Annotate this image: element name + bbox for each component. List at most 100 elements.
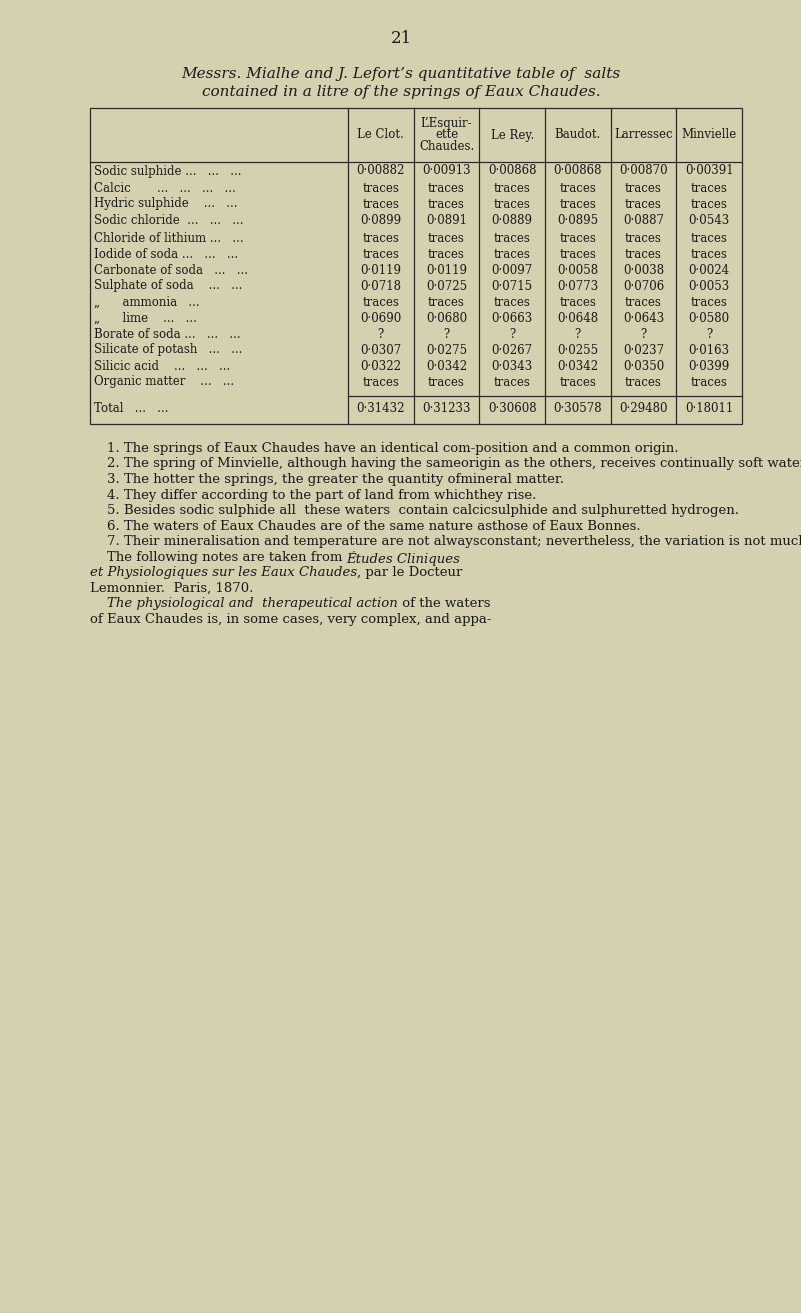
Text: 0·31432: 0·31432 — [356, 402, 405, 415]
Text: traces: traces — [625, 231, 662, 244]
Text: 0·0718: 0·0718 — [360, 280, 401, 293]
Text: Total   ...   ...: Total ... ... — [94, 402, 168, 415]
Text: 0·0307: 0·0307 — [360, 344, 401, 357]
Text: 1. The springs of Eaux Chaudes have an identical com-position and a common origi: 1. The springs of Eaux Chaudes have an i… — [90, 442, 678, 456]
Text: 0·0715: 0·0715 — [492, 280, 533, 293]
Text: traces: traces — [428, 181, 465, 194]
Text: traces: traces — [690, 231, 727, 244]
Text: traces: traces — [493, 376, 530, 389]
Text: 0·00391: 0·00391 — [685, 164, 734, 177]
Text: 0·0058: 0·0058 — [557, 264, 598, 277]
Text: traces: traces — [428, 247, 465, 260]
Text: 0·0275: 0·0275 — [426, 344, 467, 357]
Text: 0·00870: 0·00870 — [619, 164, 668, 177]
Text: 0·0255: 0·0255 — [557, 344, 598, 357]
Text: Sodic sulphide ...   ...   ...: Sodic sulphide ... ... ... — [94, 164, 241, 177]
Text: 3. The hotter the springs, the greater the quantity ofmineral matter.: 3. The hotter the springs, the greater t… — [90, 473, 564, 486]
Text: 0·0680: 0·0680 — [426, 311, 467, 324]
Text: 0·29480: 0·29480 — [619, 402, 668, 415]
Text: 0·0163: 0·0163 — [689, 344, 730, 357]
Text: 0·0119: 0·0119 — [360, 264, 401, 277]
Text: 6. The waters of Eaux Chaudes are of the same nature asthose of Eaux Bonnes.: 6. The waters of Eaux Chaudes are of the… — [90, 520, 641, 533]
Text: 5. Besides sodic sulphide all  these waters  contain calcicsulphide and sulphure: 5. Besides sodic sulphide all these wate… — [90, 504, 739, 517]
Text: 0·0889: 0·0889 — [492, 214, 533, 227]
Text: traces: traces — [559, 181, 596, 194]
Text: The physiological and  therapeutical action: The physiological and therapeutical acti… — [107, 597, 398, 611]
Text: traces: traces — [362, 231, 399, 244]
Text: traces: traces — [625, 197, 662, 210]
Text: traces: traces — [362, 197, 399, 210]
Text: Sodic chloride  ...   ...   ...: Sodic chloride ... ... ... — [94, 214, 244, 227]
Text: traces: traces — [690, 197, 727, 210]
Text: 0·18011: 0·18011 — [685, 402, 733, 415]
Text: traces: traces — [625, 181, 662, 194]
Text: 0·0119: 0·0119 — [426, 264, 467, 277]
Text: Le Rey.: Le Rey. — [490, 129, 533, 142]
Text: 0·00868: 0·00868 — [488, 164, 537, 177]
Text: ?: ? — [378, 327, 384, 340]
Text: 4. They differ according to the part of land from whichthey rise.: 4. They differ according to the part of … — [90, 488, 537, 502]
Text: Sulphate of soda    ...   ...: Sulphate of soda ... ... — [94, 280, 243, 293]
Text: traces: traces — [362, 181, 399, 194]
Text: 0·00868: 0·00868 — [553, 164, 602, 177]
Text: 0·0580: 0·0580 — [689, 311, 730, 324]
Text: 0·0350: 0·0350 — [623, 360, 664, 373]
Text: ?: ? — [706, 327, 712, 340]
Text: 0·0237: 0·0237 — [623, 344, 664, 357]
Text: traces: traces — [690, 247, 727, 260]
Text: 0·0053: 0·0053 — [689, 280, 730, 293]
Text: Larressec: Larressec — [614, 129, 673, 142]
Text: Iodide of soda ...   ...   ...: Iodide of soda ... ... ... — [94, 247, 238, 260]
Text: traces: traces — [625, 247, 662, 260]
Text: traces: traces — [625, 376, 662, 389]
Text: Lemonnier.  Paris, 1870.: Lemonnier. Paris, 1870. — [90, 582, 253, 595]
Text: 0·0343: 0·0343 — [492, 360, 533, 373]
Text: 2. The spring of Minvielle, although having the sameorigin as the others, receiv: 2. The spring of Minvielle, although hav… — [90, 457, 801, 470]
Text: contained in a litre of the springs of Eaux Chaudes.: contained in a litre of the springs of E… — [202, 85, 600, 98]
Text: 0·0773: 0·0773 — [557, 280, 598, 293]
Text: traces: traces — [493, 295, 530, 309]
Text: Le Clot.: Le Clot. — [357, 129, 405, 142]
Text: traces: traces — [428, 231, 465, 244]
Text: of the waters: of the waters — [398, 597, 490, 611]
Text: 7. Their mineralisation and temperature are not alwaysconstant; nevertheless, th: 7. Their mineralisation and temperature … — [90, 534, 801, 548]
Text: traces: traces — [559, 376, 596, 389]
Text: 0·31233: 0·31233 — [422, 402, 471, 415]
Text: traces: traces — [362, 376, 399, 389]
Text: traces: traces — [493, 231, 530, 244]
Text: traces: traces — [625, 295, 662, 309]
Text: The following notes are taken from: The following notes are taken from — [90, 550, 347, 563]
Text: „      ammonia   ...: „ ammonia ... — [94, 295, 199, 309]
Text: Minvielle: Minvielle — [682, 129, 737, 142]
Text: Hydric sulphide    ...   ...: Hydric sulphide ... ... — [94, 197, 238, 210]
Text: traces: traces — [690, 295, 727, 309]
Text: 0·0887: 0·0887 — [623, 214, 664, 227]
Text: traces: traces — [559, 295, 596, 309]
Text: Calcic       ...   ...   ...   ...: Calcic ... ... ... ... — [94, 181, 235, 194]
Text: traces: traces — [690, 181, 727, 194]
Text: traces: traces — [559, 197, 596, 210]
Text: Borate of soda ...   ...   ...: Borate of soda ... ... ... — [94, 327, 240, 340]
Text: traces: traces — [690, 376, 727, 389]
Text: 0·0648: 0·0648 — [557, 311, 598, 324]
Text: 0·30608: 0·30608 — [488, 402, 537, 415]
Text: ?: ? — [574, 327, 581, 340]
Text: Carbonate of soda   ...   ...: Carbonate of soda ... ... — [94, 264, 248, 277]
Text: ?: ? — [640, 327, 646, 340]
Text: 0·0342: 0·0342 — [426, 360, 467, 373]
Bar — [90, 108, 742, 424]
Text: 0·0899: 0·0899 — [360, 214, 401, 227]
Text: 0·0643: 0·0643 — [623, 311, 664, 324]
Text: traces: traces — [493, 197, 530, 210]
Text: et Physiologiques sur les Eaux Chaudes: et Physiologiques sur les Eaux Chaudes — [90, 566, 357, 579]
Text: traces: traces — [493, 247, 530, 260]
Text: Silicate of potash   ...   ...: Silicate of potash ... ... — [94, 344, 243, 357]
Text: 0·30578: 0·30578 — [553, 402, 602, 415]
Text: Silicic acid    ...   ...   ...: Silicic acid ... ... ... — [94, 360, 230, 373]
Text: 0·0543: 0·0543 — [689, 214, 730, 227]
Text: 0·00913: 0·00913 — [422, 164, 471, 177]
Text: traces: traces — [362, 295, 399, 309]
Text: 0·0097: 0·0097 — [492, 264, 533, 277]
Text: „      lime    ...   ...: „ lime ... ... — [94, 311, 197, 324]
Text: Chloride of lithium ...   ...: Chloride of lithium ... ... — [94, 231, 244, 244]
